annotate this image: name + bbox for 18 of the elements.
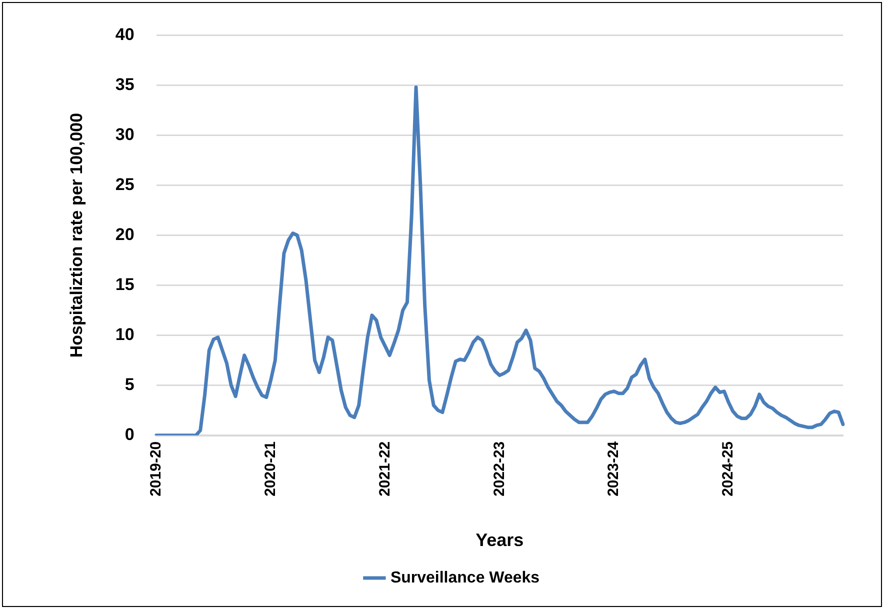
y-tick-label: 30 bbox=[115, 124, 134, 144]
y-tick-label: 15 bbox=[115, 274, 134, 294]
y-tick-label: 40 bbox=[115, 24, 134, 44]
y-tick-label: 10 bbox=[115, 325, 134, 344]
legend-label: Surveillance Weeks bbox=[390, 569, 540, 586]
y-tick-label: 0 bbox=[124, 425, 134, 444]
y-axis-title: Hospitaliztion rate per 100,000 bbox=[66, 112, 86, 358]
x-axis-title: Years bbox=[476, 530, 524, 550]
x-tick-label: 2021-22 bbox=[376, 441, 394, 496]
x-tick-label: 2020-21 bbox=[262, 441, 279, 496]
x-tick-label: 2022-23 bbox=[490, 441, 508, 496]
y-tick-label: 20 bbox=[115, 224, 134, 244]
y-tick-label: 5 bbox=[124, 375, 134, 394]
y-tick-label: 25 bbox=[115, 174, 134, 194]
x-tick-label: 2023-24 bbox=[605, 440, 622, 496]
y-tick-label: 35 bbox=[115, 74, 134, 94]
x-tick-label: 2019-20 bbox=[147, 441, 164, 496]
x-tick-label: 2024-25 bbox=[720, 441, 737, 496]
